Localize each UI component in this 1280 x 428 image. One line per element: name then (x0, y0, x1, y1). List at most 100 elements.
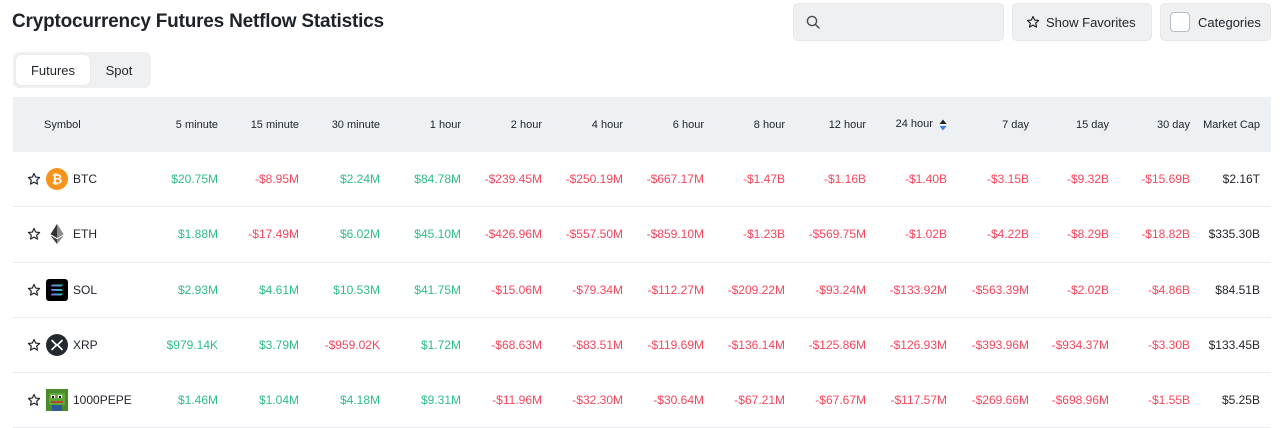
symbol-cell: ETH (13, 223, 153, 245)
market-cap-cell: $133.45B (1208, 338, 1260, 353)
tab-futures[interactable]: Futures (16, 55, 90, 85)
column-header-8h[interactable]: 8 hour (753, 118, 785, 131)
column-header-15d[interactable]: 15 day (1075, 118, 1109, 131)
bitcoin-icon: ₿ (46, 168, 68, 191)
netflow-24h-cell: -$1.02B (904, 227, 947, 242)
netflow-2h-cell: -$426.96M (484, 227, 542, 242)
netflow-7d-cell: -$563.39M (971, 282, 1029, 297)
categories-checkbox[interactable] (1170, 12, 1190, 32)
netflow-5m-cell: $979.14K (166, 338, 218, 353)
netflow-7d-cell: -$393.96M (971, 338, 1029, 353)
search-box[interactable] (793, 3, 1004, 41)
table-row-1000pepe[interactable]: 1000PEPE $1.46M $1.04M $4.18M $9.31M -$11.96… (13, 373, 1271, 428)
column-header-30d[interactable]: 30 day (1156, 118, 1190, 131)
sort-icon[interactable] (939, 119, 947, 131)
column-header-1h[interactable]: 1 hour (429, 118, 461, 131)
table-row-xrp[interactable]: XRP $979.14K $3.79M -$959.02K $1.72M -$68.63… (13, 318, 1271, 374)
column-header-2h[interactable]: 2 hour (510, 118, 542, 131)
show-favorites-button[interactable]: Show Favorites (1012, 3, 1152, 41)
column-header-symbol[interactable]: Symbol (44, 118, 81, 131)
favorite-star-icon[interactable] (27, 283, 41, 297)
solana-icon (46, 278, 68, 301)
netflow-30d-cell: -$15.69B (1141, 172, 1190, 187)
table-header: Symbol 5 minute 15 minute 30 minute 1 ho… (13, 97, 1271, 152)
netflow-4h-cell: -$557.50M (565, 227, 623, 242)
market-cap-cell: $335.30B (1208, 227, 1260, 242)
netflow-table: Symbol 5 minute 15 minute 30 minute 1 ho… (13, 97, 1271, 428)
favorite-star-icon[interactable] (27, 172, 41, 186)
netflow-30d-cell: -$18.82B (1141, 227, 1190, 242)
netflow-30d-cell: -$4.86B (1147, 282, 1190, 297)
netflow-30m-cell: $6.02M (339, 227, 380, 242)
star-icon (1026, 15, 1040, 28)
column-header-7d[interactable]: 7 day (1002, 118, 1029, 131)
netflow-1h-cell: $41.75M (414, 282, 461, 297)
column-header-6h[interactable]: 6 hour (672, 118, 704, 131)
favorite-star-icon[interactable] (27, 338, 41, 352)
netflow-1h-cell: $9.31M (420, 393, 461, 408)
netflow-24h-cell: -$117.57M (890, 393, 947, 408)
symbol-cell: XRP (13, 334, 153, 357)
search-icon (806, 15, 820, 29)
netflow-4h-cell: -$79.34M (572, 282, 623, 297)
column-header-15m[interactable]: 15 minute (250, 118, 299, 131)
symbol-name: 1000PEPE (73, 393, 132, 408)
netflow-7d-cell: -$3.15B (986, 172, 1029, 187)
netflow-6h-cell: -$667.17M (646, 172, 704, 187)
ethereum-icon (46, 223, 68, 245)
netflow-8h-cell: -$209.22M (727, 282, 785, 297)
netflow-30m-cell: $10.53M (333, 282, 380, 297)
column-header-4h[interactable]: 4 hour (591, 118, 623, 131)
netflow-15m-cell: $4.61M (258, 282, 299, 297)
svg-text:₿: ₿ (52, 173, 63, 188)
column-header-12h[interactable]: 12 hour (828, 118, 866, 131)
table-row-sol[interactable]: SOL $2.93M $4.61M $10.53M $41.75M -$15.06M -$… (13, 263, 1271, 318)
search-input[interactable] (828, 12, 993, 32)
netflow-1h-cell: $45.10M (414, 227, 461, 242)
netflow-15d-cell: -$9.32B (1066, 172, 1109, 187)
netflow-15m-cell: $3.79M (258, 338, 299, 353)
symbol-cell: SOL (13, 278, 153, 301)
table-row-btc[interactable]: ₿ BTC $20.75M -$8.95M $2.24M $84.78M -$239.4… (13, 152, 1271, 208)
symbol-name: SOL (73, 282, 98, 297)
netflow-8h-cell: -$136.14M (727, 338, 785, 353)
netflow-15d-cell: -$698.96M (1051, 393, 1109, 408)
symbol-cell: 1000PEPE (13, 389, 153, 412)
column-header-5m[interactable]: 5 minute (175, 118, 218, 131)
netflow-2h-cell: -$11.96M (492, 393, 542, 408)
netflow-5m-cell: $2.93M (177, 282, 218, 297)
netflow-6h-cell: -$112.27M (647, 282, 704, 297)
netflow-1h-cell: $1.72M (420, 338, 461, 353)
netflow-30m-cell: $2.24M (339, 172, 380, 187)
show-favorites-label: Show Favorites (1046, 14, 1136, 30)
netflow-7d-cell: -$4.22B (986, 227, 1029, 242)
market-type-tabs: Futures Spot (13, 52, 151, 88)
netflow-30d-cell: -$3.30B (1147, 338, 1190, 353)
column-header-24h[interactable]: 24 hour (866, 118, 947, 130)
tab-spot[interactable]: Spot (105, 62, 133, 78)
favorite-star-icon[interactable] (27, 393, 41, 407)
market-cap-cell: $5.25B (1221, 393, 1260, 408)
netflow-12h-cell: -$67.67M (815, 393, 866, 408)
symbol-cell: ₿ BTC (13, 168, 153, 191)
column-header-30m[interactable]: 30 minute (331, 118, 380, 131)
xrp-icon (46, 334, 68, 357)
netflow-2h-cell: -$68.63M (491, 338, 542, 353)
table-row-eth[interactable]: ETH $1.88M -$17.49M $6.02M $45.10M -$426.96M… (13, 207, 1271, 263)
symbol-name: ETH (73, 227, 97, 242)
categories-button[interactable]: Categories (1160, 3, 1271, 41)
favorite-star-icon[interactable] (27, 227, 41, 241)
netflow-5m-cell: $20.75M (171, 172, 218, 187)
netflow-12h-cell: -$93.24M (815, 282, 866, 297)
netflow-12h-cell: -$125.86M (808, 338, 866, 353)
netflow-6h-cell: -$119.69M (647, 338, 704, 353)
categories-label: Categories (1198, 14, 1261, 30)
column-header-market-cap[interactable]: Market Cap (1203, 118, 1260, 131)
table-body: ₿ BTC $20.75M -$8.95M $2.24M $84.78M -$239.4… (13, 152, 1271, 428)
netflow-12h-cell: -$1.16B (823, 172, 866, 187)
netflow-30m-cell: -$959.02K (324, 338, 380, 353)
netflow-15m-cell: -$17.49M (248, 227, 299, 242)
netflow-4h-cell: -$32.30M (572, 393, 623, 408)
netflow-15m-cell: -$8.95M (254, 172, 299, 187)
symbol-name: XRP (73, 338, 98, 353)
